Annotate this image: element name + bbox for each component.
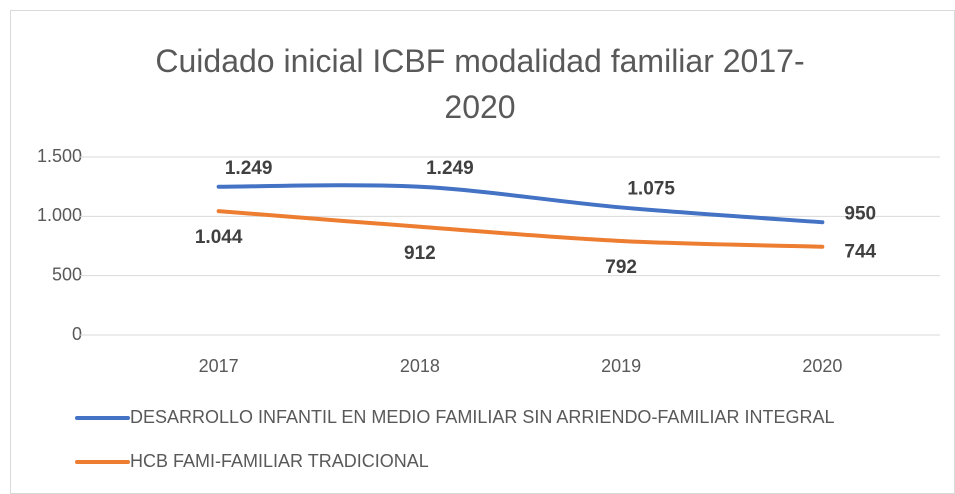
- legend-label: DESARROLLO INFANTIL EN MEDIO FAMILIAR SI…: [130, 407, 834, 427]
- x-tick-label: 2018: [400, 356, 440, 376]
- data-label: 912: [404, 243, 436, 264]
- data-label: 950: [844, 203, 876, 224]
- data-label: 744: [844, 242, 876, 263]
- y-tick-label: 0: [72, 324, 82, 344]
- legend-label: HCB FAMI-FAMILIAR TRADICIONAL: [130, 451, 429, 471]
- y-tick-label: 500: [52, 264, 82, 284]
- data-label: 1.249: [426, 158, 474, 179]
- series-line: [216, 183, 825, 225]
- y-tick-label: 1.500: [37, 146, 82, 166]
- data-label: 792: [605, 257, 637, 278]
- chart-title: Cuidado inicial ICBF modalidad familiar …: [155, 43, 805, 125]
- data-label: 1.075: [627, 178, 675, 199]
- data-label: 1.044: [195, 227, 243, 248]
- y-tick-label: 1.000: [37, 205, 82, 225]
- x-tick-label: 2017: [199, 356, 239, 376]
- x-tick-label: 2020: [802, 356, 842, 376]
- series-line: [216, 209, 825, 249]
- x-tick-label: 2019: [601, 356, 641, 376]
- data-label: 1.249: [225, 158, 273, 179]
